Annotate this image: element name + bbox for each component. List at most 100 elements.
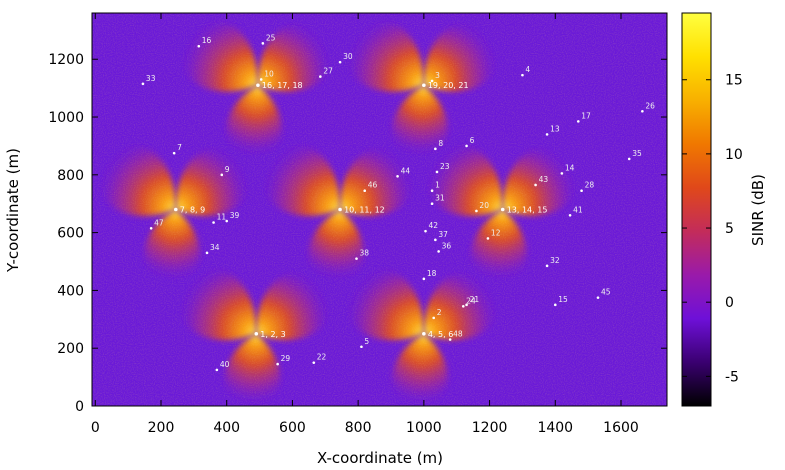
- x-tick-label: 600: [279, 420, 306, 436]
- user-point: [430, 202, 434, 206]
- user-label: 48: [453, 330, 463, 339]
- user-point: [396, 174, 399, 178]
- user-label: 24: [466, 296, 476, 305]
- user-label: 39: [230, 211, 240, 220]
- user-point: [486, 237, 490, 240]
- user-point: [576, 120, 580, 123]
- y-tick-label: 0: [75, 399, 84, 415]
- user-point: [276, 362, 279, 366]
- user-label: 28: [585, 181, 595, 190]
- y-tick-label: 1000: [48, 110, 84, 126]
- y-axis: 0 200 400 600 800 1000 1200: [48, 52, 667, 415]
- user-point: [430, 189, 434, 193]
- x-tick-label: 1600: [603, 420, 639, 436]
- user-point: [475, 209, 478, 213]
- user-label: 31: [435, 194, 445, 203]
- user-point: [432, 316, 436, 320]
- user-point: [360, 345, 363, 349]
- user-label: 5: [364, 337, 369, 346]
- site-marker: [254, 331, 259, 336]
- user-point: [319, 75, 322, 78]
- plot-area: 1, 2, 3 4, 5, 6 7, 8, 9 10, 11, 12 13, 14, 1…: [91, 12, 668, 407]
- site-label: 13, 14, 15: [507, 206, 548, 215]
- user-point: [534, 183, 537, 187]
- user-point: [215, 368, 219, 372]
- user-label: 14: [565, 163, 575, 172]
- y-tick-label: 1200: [48, 52, 84, 68]
- user-point: [312, 361, 316, 364]
- user-point: [465, 144, 468, 148]
- site-marker: [338, 207, 342, 212]
- user-label: 7: [177, 143, 182, 152]
- user-point: [641, 109, 644, 113]
- user-label: 26: [645, 101, 655, 110]
- user-label: 33: [146, 74, 156, 83]
- y-tick-label: 600: [57, 226, 84, 242]
- x-tick-label: 400: [213, 420, 240, 436]
- user-label: 44: [401, 166, 411, 175]
- site-marker: [256, 83, 260, 88]
- user-label: 23: [440, 162, 450, 171]
- user-point: [172, 151, 176, 155]
- user-point: [545, 133, 549, 136]
- user-label: 1: [435, 181, 440, 190]
- user-label: 22: [317, 353, 327, 362]
- user-point: [434, 147, 437, 151]
- user-point: [355, 257, 358, 260]
- user-label: 10: [264, 69, 274, 78]
- site-label: 10, 11, 12: [344, 206, 385, 215]
- user-point: [430, 79, 434, 83]
- user-label: 2: [437, 308, 442, 317]
- user-point: [553, 303, 557, 307]
- plot-frame: [91, 12, 668, 407]
- x-tick-label: 800: [345, 420, 372, 436]
- user-point: [141, 82, 145, 86]
- user-point: [448, 338, 452, 341]
- user-label: 17: [581, 111, 591, 120]
- colorbar-strip: [681, 12, 712, 407]
- markers: 1, 2, 3 4, 5, 6 7, 8, 9 10, 11, 12 13, 14, 1…: [141, 33, 655, 372]
- user-point: [261, 42, 265, 45]
- user-label: 16: [202, 36, 212, 45]
- site-label: 1, 2, 3: [260, 330, 285, 339]
- user-label: 45: [601, 288, 611, 297]
- colorbar-ticks: -5 0 5 10 15: [682, 73, 743, 385]
- user-point: [212, 221, 215, 224]
- user-label: 35: [632, 149, 642, 158]
- user-point: [545, 264, 549, 268]
- user-label: 13: [550, 124, 560, 133]
- user-label: 25: [266, 33, 276, 42]
- user-label: 11: [217, 213, 227, 222]
- user-label: 8: [438, 139, 443, 148]
- user-label: 9: [225, 165, 230, 174]
- user-label: 3: [435, 71, 440, 80]
- user-point: [580, 189, 583, 193]
- user-point: [220, 173, 224, 177]
- user-label: 43: [539, 175, 549, 184]
- colorbar-tick-label: 5: [725, 221, 734, 237]
- user-point: [259, 78, 263, 81]
- y-tick-label: 800: [57, 168, 84, 184]
- site-label: 7, 8, 9: [180, 206, 205, 215]
- y-tick-label: 200: [57, 341, 84, 357]
- user-point: [197, 44, 201, 48]
- user-label: 38: [360, 249, 370, 258]
- site-label: 4, 5, 6: [428, 330, 453, 339]
- site-marker: [173, 207, 178, 212]
- site-label: 16, 17, 18: [262, 81, 303, 90]
- user-label: 46: [368, 181, 378, 190]
- user-label: 36: [442, 241, 452, 250]
- colorbar-tick-label: -5: [725, 369, 739, 385]
- colorbar-title: SINR (dB): [749, 174, 767, 246]
- y-tick-label: 400: [57, 283, 84, 299]
- user-point: [435, 170, 439, 174]
- user-point: [521, 73, 524, 77]
- x-axis: 0 200 400 600 800 1000 1200 1400 1600: [91, 13, 639, 436]
- colorbar: -5 0 5 10 15 SINR (dB): [681, 12, 767, 407]
- user-label: 34: [210, 243, 220, 252]
- user-point: [568, 213, 572, 217]
- user-point: [596, 296, 600, 299]
- x-tick-label: 1000: [406, 420, 442, 436]
- user-label: 42: [429, 221, 439, 230]
